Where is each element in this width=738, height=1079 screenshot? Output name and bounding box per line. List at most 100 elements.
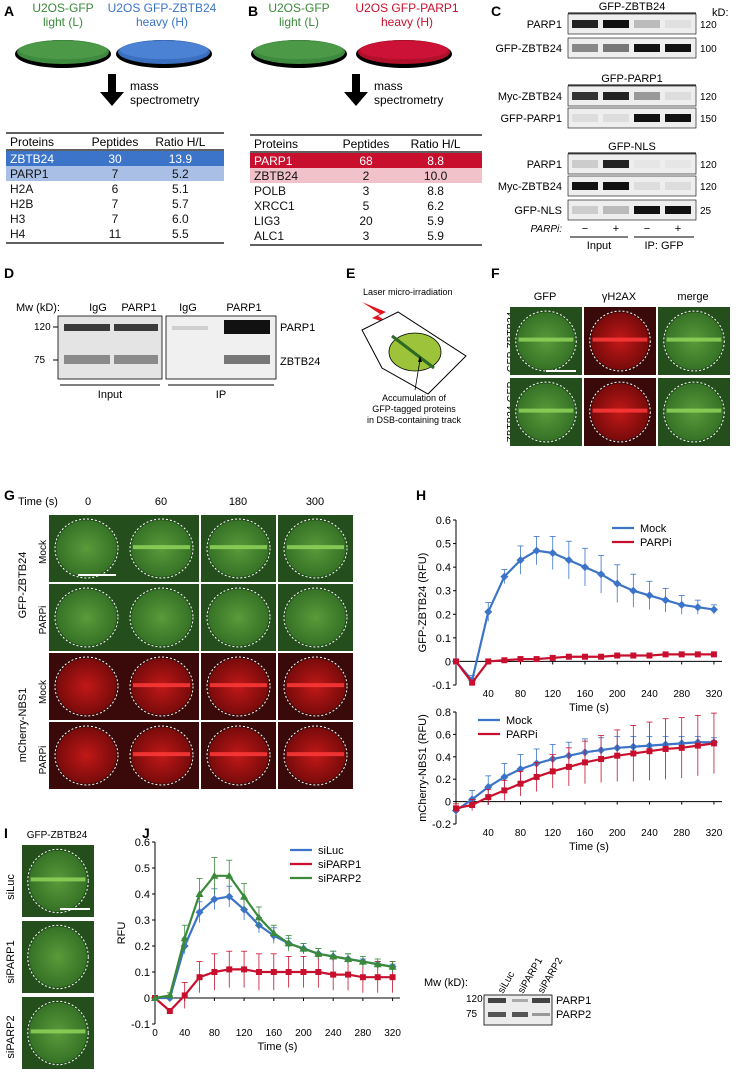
dish-left-label-2: light (L) bbox=[43, 15, 83, 29]
table-header: Proteins bbox=[10, 135, 54, 149]
microscopy-image bbox=[278, 722, 353, 789]
table-cell: 7 bbox=[112, 212, 119, 226]
data-point bbox=[646, 748, 653, 755]
data-point bbox=[548, 549, 557, 557]
panel-i: GFP-ZBTB24 siLuc siPARP1 siPARP2 bbox=[5, 830, 94, 1069]
x-tick-label: 320 bbox=[706, 828, 723, 839]
data-point bbox=[285, 969, 292, 975]
col-igg-input: IgG bbox=[89, 302, 107, 314]
data-point bbox=[516, 556, 525, 565]
table-cell: 3 bbox=[363, 229, 370, 243]
col-merge: merge bbox=[677, 291, 708, 303]
blot-strip bbox=[567, 199, 697, 221]
y-axis-label: GFP-ZBTB24 (RFU) bbox=[417, 553, 429, 653]
blot-band bbox=[634, 182, 660, 190]
title-gfp-zbtb24: GFP-ZBTB24 bbox=[27, 830, 88, 841]
data-point bbox=[661, 596, 670, 605]
table-cell: 6 bbox=[112, 182, 119, 196]
mw-label: Mw (kD): bbox=[16, 302, 60, 314]
ip-label: IP bbox=[216, 389, 226, 401]
x-tick-label: 40 bbox=[483, 689, 495, 700]
data-point bbox=[241, 966, 248, 973]
parpi-label: PARPi: bbox=[531, 224, 563, 235]
legend-label: Mock bbox=[506, 715, 533, 727]
parpi-sign: + bbox=[675, 223, 681, 235]
data-point bbox=[485, 794, 492, 801]
input-label: Input bbox=[98, 389, 122, 401]
col-igg-ip: IgG bbox=[179, 302, 197, 314]
x-axis-label: Time (s) bbox=[569, 841, 609, 853]
input-label: Input bbox=[587, 240, 611, 252]
table-cell: ALC1 bbox=[254, 229, 284, 243]
row-parp1: PARP1 bbox=[280, 322, 315, 334]
row-label-parpi-1: PARPi bbox=[38, 606, 49, 635]
table-cell: 6.0 bbox=[172, 212, 189, 226]
panel-letter-e: E bbox=[346, 265, 355, 281]
x-tick-label: 0 bbox=[152, 1028, 158, 1039]
data-point bbox=[315, 969, 322, 975]
data-point bbox=[598, 653, 605, 660]
panel-letter-f: F bbox=[491, 265, 500, 281]
dish-left-label-1: U2OS-GFP bbox=[268, 1, 329, 15]
data-point bbox=[549, 768, 556, 775]
data-point bbox=[581, 653, 588, 660]
table-cell: 5.7 bbox=[172, 197, 189, 211]
table-cell: 13.9 bbox=[169, 152, 193, 166]
row-highlight bbox=[6, 166, 224, 181]
microscopy-image bbox=[278, 653, 353, 720]
data-point bbox=[469, 679, 476, 686]
panel-e: Laser micro-irradiation Accumulation of … bbox=[361, 287, 467, 425]
table-a: Proteins Peptides Ratio H/L ZBTB24 30 13.9 PAR… bbox=[6, 132, 224, 244]
data-point bbox=[344, 955, 353, 962]
data-point bbox=[500, 772, 509, 781]
down-arrow-icon bbox=[344, 74, 368, 106]
time-label: Time (s) bbox=[18, 496, 58, 508]
data-point bbox=[693, 603, 702, 612]
data-point bbox=[678, 651, 685, 658]
arrow-text-2: spectrometry bbox=[130, 93, 199, 107]
y-tick-label: 0.6 bbox=[135, 837, 150, 849]
blot-band bbox=[572, 160, 598, 168]
dish-right-label-2: heavy (H) bbox=[136, 15, 188, 29]
arrow-text-1: mass bbox=[374, 79, 403, 93]
row-label-mock-2: Mock bbox=[38, 679, 49, 704]
data-point bbox=[614, 652, 621, 659]
microscopy-image bbox=[201, 515, 276, 582]
col-parp1-input: PARP1 bbox=[121, 302, 156, 314]
panel-letter-a: A bbox=[4, 3, 14, 19]
data-point bbox=[226, 966, 233, 973]
y-tick-label: 0 bbox=[445, 797, 451, 809]
data-point bbox=[484, 607, 493, 616]
table-b: Proteins Peptides Ratio H/L PARP1 68 8.8 ZBTB2… bbox=[250, 134, 482, 246]
data-point bbox=[300, 969, 307, 975]
data-point bbox=[694, 651, 701, 658]
x-tick-label: 280 bbox=[673, 689, 690, 700]
chart-h-mcherry-nbs1: -0.2 0 0.2 0.4 0.6 0.8 40 80 120 160 200 240 280 320 T… bbox=[417, 707, 723, 853]
microscopy-image bbox=[658, 307, 730, 375]
microscopy-image bbox=[510, 307, 582, 375]
data-point bbox=[255, 969, 262, 975]
y-tick-label: 0.3 bbox=[135, 915, 150, 927]
blot-band bbox=[634, 20, 660, 28]
blot-band bbox=[665, 92, 691, 100]
microscopy-image bbox=[658, 378, 730, 446]
y-tick-label: 0.5 bbox=[436, 539, 451, 551]
caption-1: Accumulation of bbox=[382, 393, 447, 403]
blot-band bbox=[665, 182, 691, 190]
dish-left-label-1: U2OS-GFP bbox=[32, 1, 93, 15]
blot-band bbox=[572, 44, 598, 52]
data-point bbox=[240, 892, 249, 900]
blot-row-label: PARP1 bbox=[527, 19, 562, 31]
row-parp1: PARP1 bbox=[556, 995, 591, 1007]
group-label-gfp-zbtb24: GFP-ZBTB24 bbox=[17, 552, 29, 619]
data-point bbox=[597, 570, 606, 579]
data-point bbox=[565, 763, 572, 770]
data-point bbox=[254, 913, 263, 921]
y-tick-label: -0.2 bbox=[432, 819, 451, 831]
data-point bbox=[453, 658, 459, 665]
panel-letter-b: B bbox=[248, 3, 258, 19]
data-point bbox=[284, 939, 293, 947]
microscopy-image bbox=[201, 584, 276, 651]
blot-band bbox=[603, 114, 629, 122]
blot-row-label: GFP-PARP1 bbox=[500, 113, 562, 125]
